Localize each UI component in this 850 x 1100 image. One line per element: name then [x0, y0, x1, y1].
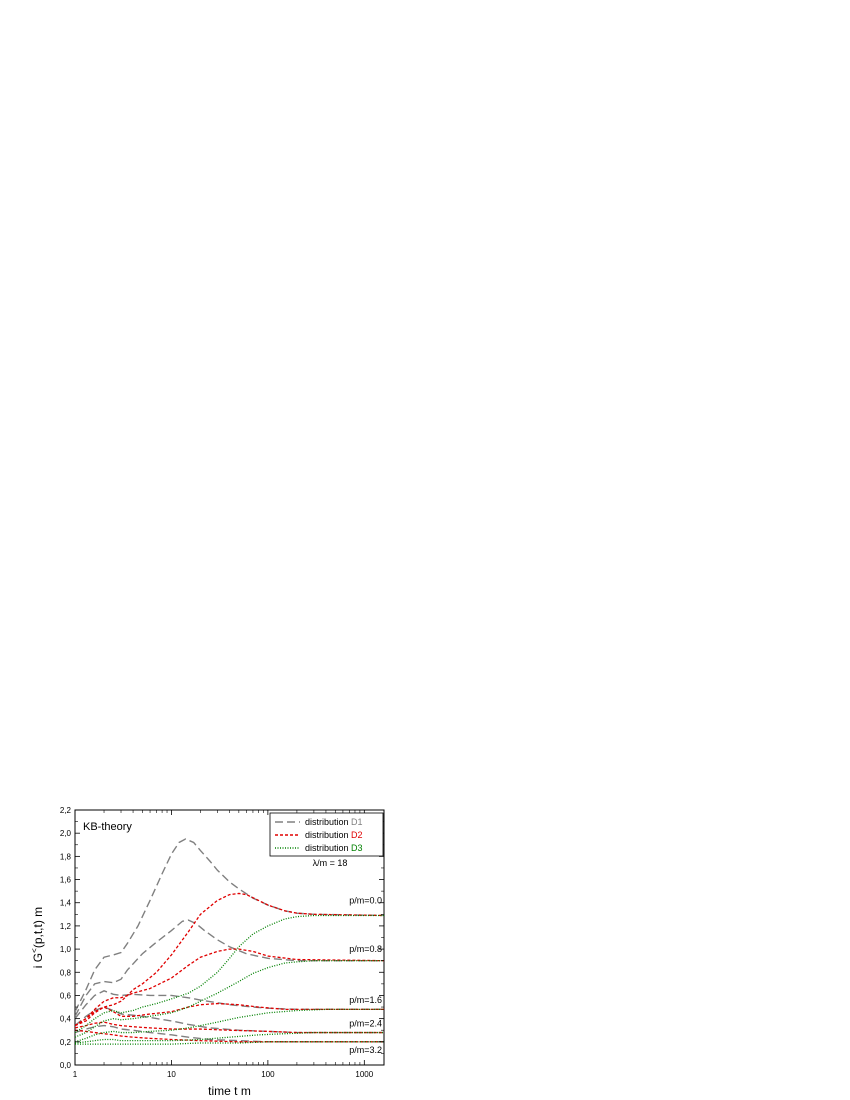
- y-tick-label: 1,0: [60, 945, 72, 954]
- y-tick-label: 1,2: [60, 922, 72, 931]
- legend-label: distribution D1: [305, 817, 363, 827]
- legend-item-d2: distribution D2: [275, 830, 363, 840]
- curve-label: p/m=1.6: [349, 995, 382, 1005]
- y-tick-label: 2,2: [60, 806, 72, 815]
- legend-tag: D2: [351, 830, 363, 840]
- legend-tag: D1: [351, 817, 363, 827]
- legend-item-d1: distribution D1: [275, 817, 363, 827]
- curve-labels: p/m=0.0 p/m=0.8 p/m=1.6 p/m=2.4 p/m=3.2: [349, 895, 382, 1055]
- series-line-d1-p0-8: [75, 919, 384, 1017]
- series-line-d2-p1-6: [75, 1002, 384, 1027]
- y-tick-label: 1,8: [60, 852, 72, 861]
- series-line-d3-p0-8: [75, 960, 384, 1038]
- legend-tag: D3: [351, 843, 363, 853]
- y-tick-label: 0,6: [60, 991, 72, 1000]
- series-line-d1-p1-6: [75, 990, 384, 1020]
- y-tick-label: 1,6: [60, 876, 72, 885]
- y-axis-title-rest: (p,t,t) m: [31, 907, 45, 948]
- series-line-d3-p2-4: [75, 1031, 384, 1044]
- y-tick-label: 0,8: [60, 968, 72, 977]
- y-tick-label: 1,4: [60, 899, 72, 908]
- axis-ticks: [74, 809, 384, 1066]
- legend-label: distribution D2: [305, 830, 363, 840]
- curve-label: p/m=3.2: [349, 1045, 382, 1055]
- x-tick-label: 10: [167, 1070, 176, 1079]
- series-line-d2-p0-8: [75, 948, 384, 1027]
- curve-label: p/m=0.0: [349, 895, 382, 905]
- parameter-label: λ/m = 18: [313, 858, 348, 868]
- y-axis-title: i G<(p,t,t) m: [30, 907, 45, 968]
- chart-title: KB-theory: [83, 821, 132, 833]
- legend-prefix: distribution: [305, 843, 351, 853]
- axis-tick-labels: 1 10 100 1000 0,0 0,2 0,4 0,6 0,8 1,0 1,2 1,4 1,6 1,8…: [60, 806, 374, 1079]
- series-line-d1-p2-4: [75, 1006, 384, 1034]
- series-line-d3-p1-6: [75, 1008, 384, 1043]
- y-tick-label: 0,4: [60, 1015, 72, 1024]
- legend-box: [269, 812, 384, 857]
- y-tick-label: 0,0: [60, 1061, 72, 1070]
- y-tick-label: 0,2: [60, 1038, 72, 1047]
- legend-prefix: distribution: [305, 817, 351, 827]
- series-line-d2-p0-0: [75, 892, 384, 1027]
- series-line-d3-p0-0: [75, 914, 384, 1034]
- series-line-d2-p3-2: [75, 1029, 384, 1043]
- y-axis-title-sup: <: [30, 948, 39, 953]
- legend-item-d3: distribution D3: [275, 843, 363, 853]
- x-tick-label: 100: [261, 1070, 275, 1079]
- x-axis-title: time t m: [208, 1084, 251, 1098]
- curve-label: p/m=0.8: [349, 944, 382, 954]
- curve-label: p/m=2.4: [349, 1018, 382, 1028]
- y-tick-label: 2,0: [60, 829, 72, 838]
- y-axis-title-main: i G: [31, 953, 45, 968]
- x-tick-label: 1: [73, 1070, 78, 1079]
- legend-label: distribution D3: [305, 843, 363, 853]
- x-tick-label: 1000: [355, 1070, 373, 1079]
- series-layer: [75, 838, 384, 1045]
- series-line-d1-p3-2: [75, 1024, 384, 1043]
- legend-prefix: distribution: [305, 830, 351, 840]
- series-line-d2-p2-4: [75, 1021, 384, 1034]
